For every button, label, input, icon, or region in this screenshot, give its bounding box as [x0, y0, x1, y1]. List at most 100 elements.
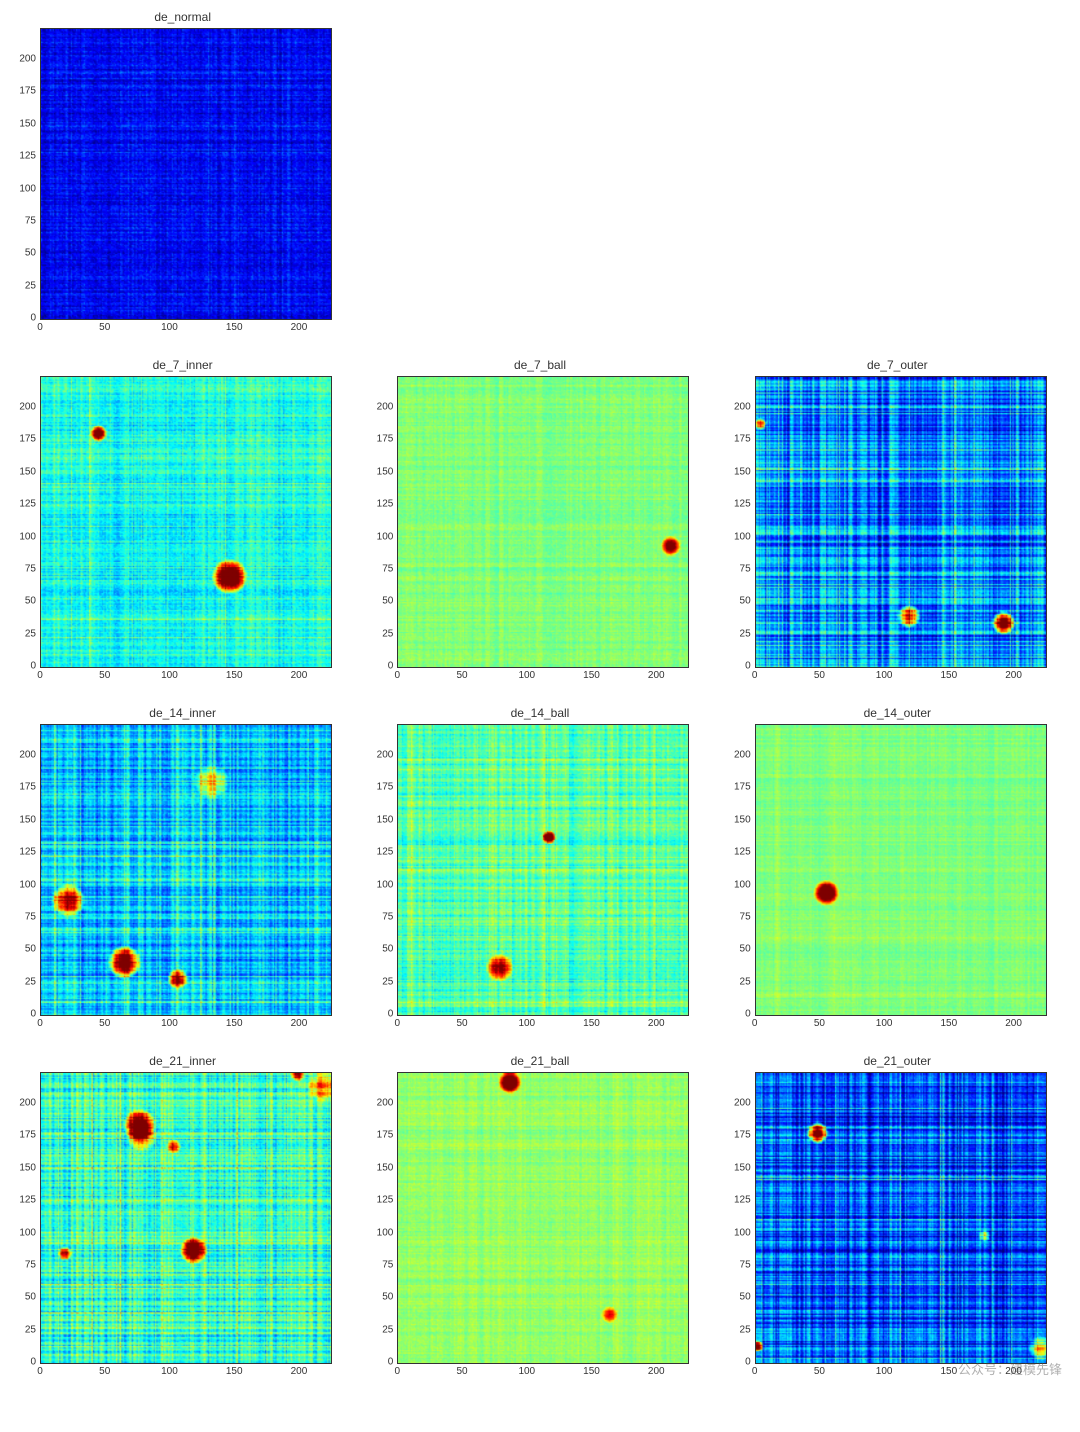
- y-tick-label: 175: [19, 1130, 36, 1141]
- y-tick-label: 50: [382, 944, 393, 955]
- y-tick-label: 75: [382, 911, 393, 922]
- heatmap-panel-de_7_ball: de_7_ball0255075100125150175200050100150…: [367, 358, 712, 686]
- x-tick-label: 200: [291, 1366, 308, 1377]
- x-tick-label: 50: [456, 670, 467, 681]
- heatmap-panel-de_21_inner: de_21_inner02550751001251501752000501001…: [10, 1054, 355, 1382]
- heatmap-panel-de_14_ball: de_14_ball025507510012515017520005010015…: [367, 706, 712, 1034]
- y-tick-label: 100: [734, 879, 751, 890]
- plot-area: 0255075100125150175200: [367, 376, 712, 668]
- x-tick-label: 0: [37, 1018, 43, 1029]
- panel-title: de_7_inner: [10, 358, 355, 372]
- x-axis: 050100150200: [755, 668, 1045, 686]
- heatmap-panel-de_14_inner: de_14_inner02550751001251501752000501001…: [10, 706, 355, 1034]
- x-axis: 050100150200: [40, 1016, 330, 1034]
- y-tick-label: 150: [19, 466, 36, 477]
- heatmap-box: [40, 724, 332, 1016]
- y-axis: 0255075100125150175200: [367, 724, 397, 1014]
- heatmap-canvas: [756, 1073, 1046, 1363]
- panel-title: de_21_outer: [725, 1054, 1070, 1068]
- heatmap-panel-de_14_outer: de_14_outer02550751001251501752000501001…: [725, 706, 1070, 1034]
- y-tick-label: 200: [19, 1098, 36, 1109]
- panel-title: de_14_inner: [10, 706, 355, 720]
- x-tick-label: 0: [752, 670, 758, 681]
- heatmap-canvas: [398, 1073, 688, 1363]
- y-tick-label: 50: [25, 248, 36, 259]
- x-tick-label: 0: [395, 1018, 401, 1029]
- y-tick-label: 25: [25, 976, 36, 987]
- x-tick-label: 50: [814, 1366, 825, 1377]
- x-tick-label: 150: [583, 670, 600, 681]
- x-tick-label: 50: [456, 1366, 467, 1377]
- heatmap-grid: de_normal0255075100125150175200050100150…: [10, 10, 1070, 1382]
- x-tick-label: 50: [99, 1366, 110, 1377]
- y-tick-label: 0: [745, 1009, 751, 1020]
- plot-area: 0255075100125150175200: [10, 724, 355, 1016]
- y-tick-label: 100: [19, 879, 36, 890]
- x-tick-label: 200: [648, 1366, 665, 1377]
- heatmap-box: [755, 724, 1047, 1016]
- x-tick-label: 100: [518, 1366, 535, 1377]
- y-tick-label: 175: [734, 782, 751, 793]
- x-tick-label: 150: [941, 670, 958, 681]
- y-tick-label: 25: [740, 628, 751, 639]
- y-tick-label: 25: [740, 1324, 751, 1335]
- panel-title: de_normal: [10, 10, 355, 24]
- y-tick-label: 25: [382, 976, 393, 987]
- x-tick-label: 100: [518, 670, 535, 681]
- x-tick-label: 100: [161, 670, 178, 681]
- y-tick-label: 0: [388, 661, 394, 672]
- heatmap-panel-de_21_ball: de_21_ball025507510012515017520005010015…: [367, 1054, 712, 1382]
- y-tick-label: 150: [19, 1162, 36, 1173]
- x-axis: 050100150200: [40, 320, 330, 338]
- x-tick-label: 100: [518, 1018, 535, 1029]
- heatmap-canvas: [41, 29, 331, 319]
- x-tick-label: 50: [99, 670, 110, 681]
- y-tick-label: 50: [382, 596, 393, 607]
- x-tick-label: 150: [226, 670, 243, 681]
- y-tick-label: 125: [377, 847, 394, 858]
- y-tick-label: 100: [734, 1227, 751, 1238]
- y-tick-label: 150: [19, 814, 36, 825]
- heatmap-canvas: [41, 1073, 331, 1363]
- y-tick-label: 75: [25, 563, 36, 574]
- x-tick-label: 0: [37, 1366, 43, 1377]
- y-tick-label: 200: [377, 1098, 394, 1109]
- y-tick-label: 25: [740, 976, 751, 987]
- y-tick-label: 100: [377, 1227, 394, 1238]
- y-tick-label: 125: [19, 1195, 36, 1206]
- y-tick-label: 0: [745, 661, 751, 672]
- y-tick-label: 25: [382, 628, 393, 639]
- y-tick-label: 200: [19, 54, 36, 65]
- x-tick-label: 50: [99, 1018, 110, 1029]
- y-tick-label: 175: [734, 1130, 751, 1141]
- x-tick-label: 200: [648, 1018, 665, 1029]
- y-tick-label: 175: [19, 86, 36, 97]
- x-tick-label: 150: [226, 1018, 243, 1029]
- x-tick-label: 200: [648, 670, 665, 681]
- heatmap-canvas: [398, 725, 688, 1015]
- x-axis: 050100150200: [397, 1364, 687, 1382]
- heatmap-canvas: [41, 377, 331, 667]
- y-tick-label: 0: [30, 313, 36, 324]
- x-tick-label: 200: [291, 1018, 308, 1029]
- panel-title: de_21_ball: [367, 1054, 712, 1068]
- y-tick-label: 50: [740, 944, 751, 955]
- y-tick-label: 125: [377, 499, 394, 510]
- y-tick-label: 175: [734, 434, 751, 445]
- y-tick-label: 25: [25, 1324, 36, 1335]
- plot-area: 0255075100125150175200: [367, 724, 712, 1016]
- x-axis: 050100150200: [397, 668, 687, 686]
- x-tick-label: 0: [395, 1366, 401, 1377]
- heatmap-canvas: [756, 377, 1046, 667]
- heatmap-panel-de_7_outer: de_7_outer025507510012515017520005010015…: [725, 358, 1070, 686]
- heatmap-canvas: [398, 377, 688, 667]
- y-tick-label: 25: [382, 1324, 393, 1335]
- heatmap-panel-de_21_outer: de_21_outer02550751001251501752000501001…: [725, 1054, 1070, 1382]
- x-axis: 050100150200: [40, 1364, 330, 1382]
- y-tick-label: 200: [19, 750, 36, 761]
- y-tick-label: 50: [740, 1292, 751, 1303]
- plot-area: 0255075100125150175200: [725, 376, 1070, 668]
- y-tick-label: 200: [377, 402, 394, 413]
- heatmap-box: [397, 724, 689, 1016]
- heatmap-box: [397, 1072, 689, 1364]
